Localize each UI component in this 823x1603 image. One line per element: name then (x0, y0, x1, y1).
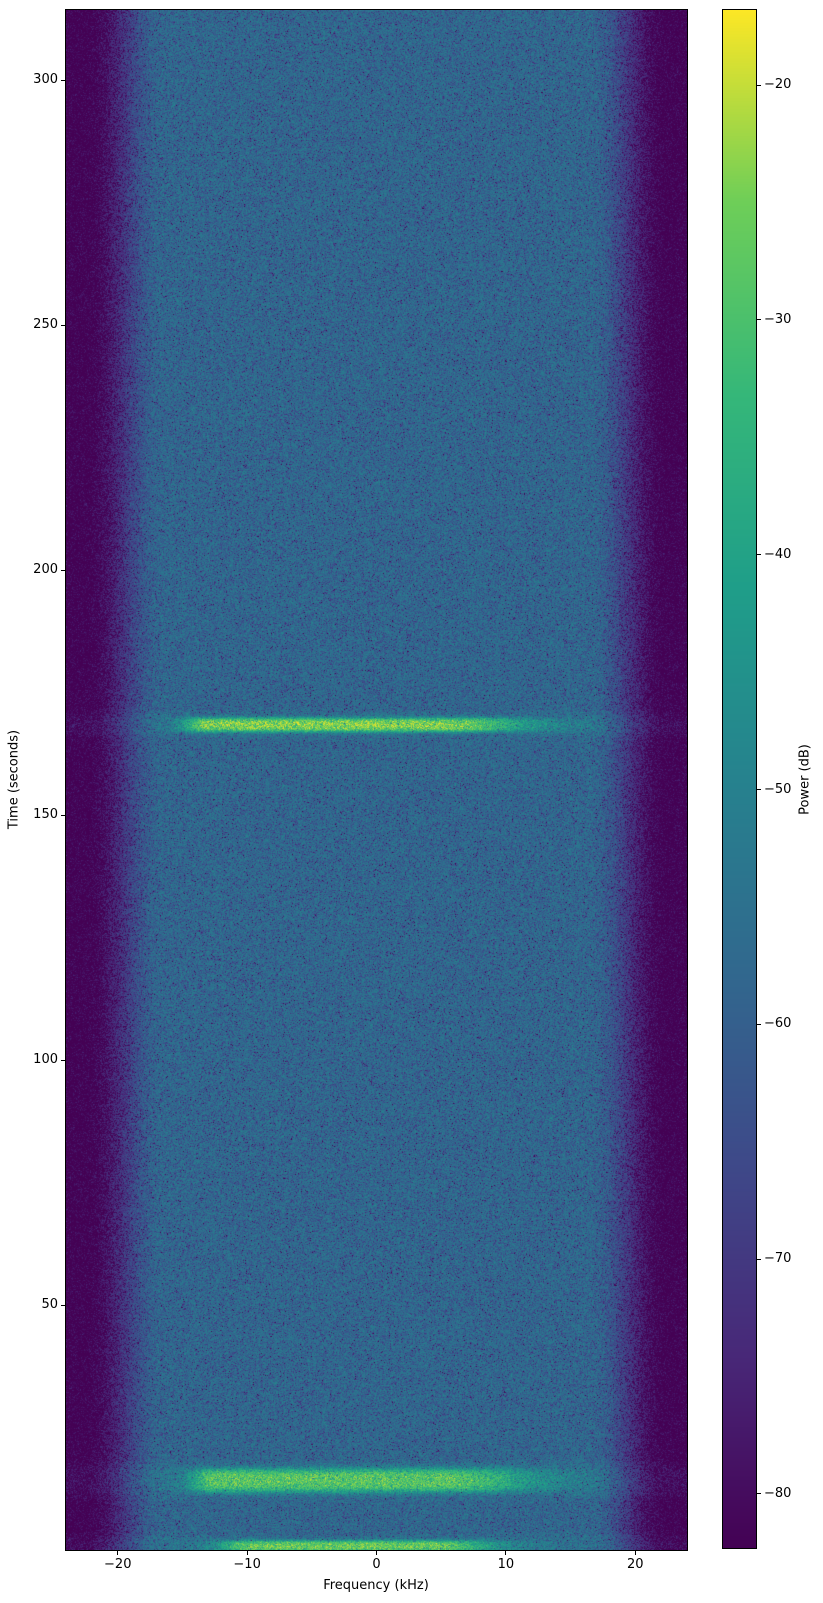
y-tick-mark (61, 569, 65, 571)
x-tick-mark (505, 1551, 507, 1555)
y-tick-label: 200 (33, 562, 58, 578)
y-tick-label: 300 (33, 72, 58, 88)
y-tick-mark (61, 79, 65, 81)
x-tick-label: −20 (104, 1557, 132, 1572)
colorbar-tick-label: −70 (764, 1251, 792, 1267)
x-tick-label: 20 (626, 1557, 644, 1572)
y-tick-label: 50 (41, 1297, 58, 1312)
colorbar-tick-label: −30 (764, 311, 792, 327)
x-tick-mark (634, 1551, 636, 1555)
colorbar (722, 9, 757, 1549)
colorbar-tick-mark (757, 84, 761, 86)
colorbar-tick-label: −50 (764, 781, 792, 797)
x-axis-label: Frequency (kHz) (323, 1578, 429, 1593)
y-tick-label: 250 (33, 317, 58, 333)
x-tick-mark (117, 1551, 119, 1555)
x-tick-mark (246, 1551, 248, 1555)
x-tick-mark (376, 1551, 377, 1555)
colorbar-tick-label: −60 (764, 1016, 792, 1032)
x-tick-label: 10 (497, 1557, 515, 1572)
colorbar-tick-label: −20 (764, 77, 792, 93)
x-tick-label: 0 (372, 1557, 381, 1572)
y-tick-label: 150 (33, 807, 58, 823)
y-tick-mark (61, 324, 65, 326)
colorbar-tick-mark (757, 554, 761, 556)
colorbar-tick-label: −40 (764, 546, 792, 562)
y-tick-mark (61, 1304, 65, 1306)
y-tick-mark (61, 814, 65, 816)
colorbar-tick-label: −80 (764, 1485, 792, 1501)
colorbar-tick-mark (757, 1023, 761, 1025)
spectrogram-canvas (66, 10, 687, 1550)
x-tick-label: −10 (233, 1557, 261, 1572)
y-tick-label: 100 (33, 1052, 58, 1068)
y-tick-mark (61, 1059, 65, 1061)
colorbar-canvas (723, 10, 756, 1548)
spectrogram-plot (65, 9, 688, 1551)
colorbar-tick-mark (757, 1258, 761, 1260)
colorbar-tick-mark (757, 789, 761, 791)
y-axis-label: Time (seconds) (6, 729, 22, 830)
colorbar-tick-mark (757, 319, 761, 321)
colorbar-tick-mark (757, 1493, 761, 1495)
colorbar-label: Power (dB) (797, 744, 813, 815)
